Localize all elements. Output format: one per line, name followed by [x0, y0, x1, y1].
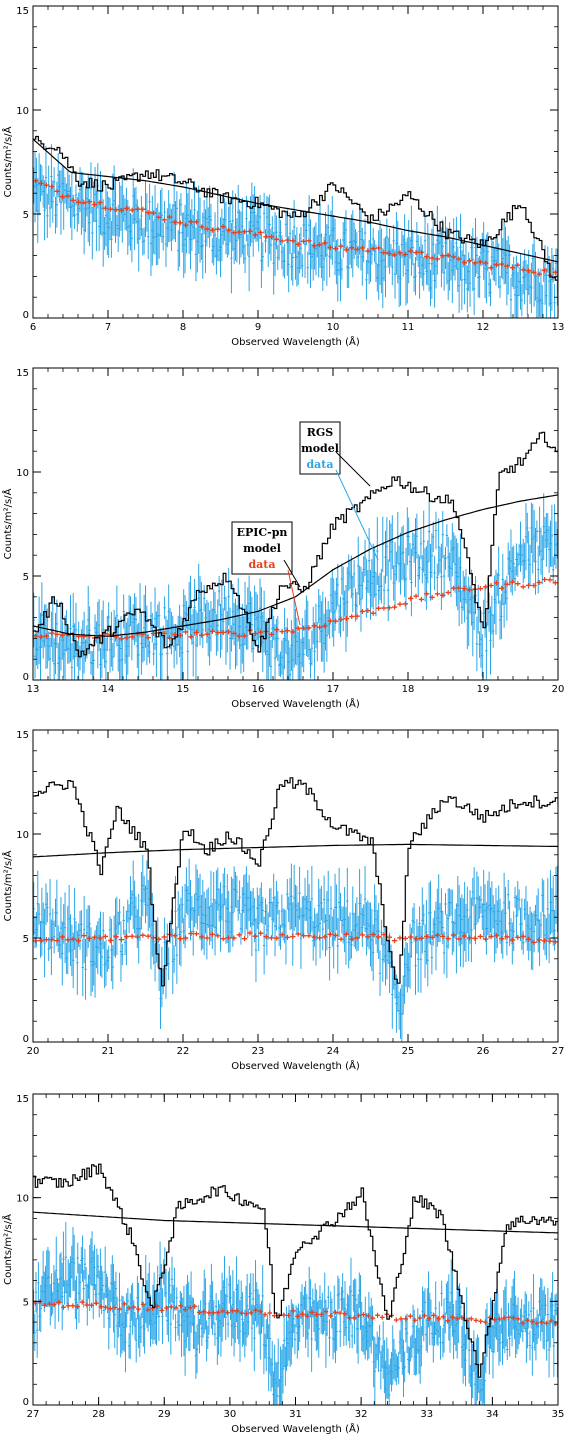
x-tick-label: 8 [180, 322, 186, 333]
x-tick-label: 26 [477, 1046, 490, 1057]
x-tick-label: 32 [355, 1409, 368, 1420]
x-tick-label: 6 [30, 322, 36, 333]
annotation-label: data [248, 558, 275, 571]
chart-panel-4: 27 28 29 30 31 32 33 34 35 0 5 10 15 Observed Wavelen… [1, 1093, 565, 1435]
series-epic-data [33, 576, 558, 642]
series-rgs-model [33, 777, 558, 987]
x-axis-title: Observed Wavelength (Å) [231, 1422, 360, 1435]
x-tick-label: 27 [27, 1409, 40, 1420]
y-axis-title: Counts/m²/s/Å [1, 1214, 14, 1285]
y-tick-label: 15 [16, 1094, 29, 1105]
x-tick-label: 34 [486, 1409, 499, 1420]
annotation-label: model [243, 542, 281, 555]
x-tick-label: 20 [27, 1046, 40, 1057]
x-tick-label: 31 [289, 1409, 302, 1420]
annotation-label: data [306, 458, 333, 471]
x-tick-label: 22 [177, 1046, 190, 1057]
series-rgs-data [33, 144, 558, 318]
y-tick-label: 10 [16, 830, 29, 841]
x-tick-label: 15 [177, 684, 190, 695]
annotation-epic-pn: EPIC-pn model data [231, 521, 301, 626]
plot-area [33, 135, 558, 318]
series-epic-model [33, 138, 558, 263]
x-tick-label: 13 [27, 684, 40, 695]
y-tick-label: 5 [23, 210, 29, 221]
annotation-label: RGS [307, 426, 334, 439]
chart-panel-2: 13 14 15 16 17 18 19 20 0 5 10 15 Observed Wavelengt… [1, 367, 565, 710]
y-tick-label: 0 [23, 310, 29, 321]
chart-panel-3: 20 21 22 23 24 25 26 27 0 5 10 15 Observed Wavelengt… [1, 729, 565, 1072]
series-epic-model [33, 843, 558, 858]
x-tick-label: 17 [327, 684, 340, 695]
series-epic-model [33, 1211, 558, 1234]
y-tick-label: 0 [23, 672, 29, 683]
x-axis-title: Observed Wavelength (Å) [231, 697, 360, 710]
series-epic-model [33, 494, 558, 637]
series-epic-data [33, 930, 558, 945]
x-tick-label: 23 [252, 1046, 265, 1057]
x-tick-label: 29 [158, 1409, 171, 1420]
plot-area [33, 1163, 558, 1405]
plot-frame [32, 367, 559, 681]
series-rgs-model [33, 431, 558, 658]
plot-area [33, 777, 558, 1042]
series-rgs-data [33, 854, 558, 1042]
y-tick-label: 15 [16, 730, 29, 741]
x-tick-label: 21 [102, 1046, 115, 1057]
x-tick-label: 33 [420, 1409, 433, 1420]
y-tick-label: 10 [16, 1194, 29, 1205]
x-tick-label: 35 [552, 1409, 565, 1420]
x-tick-label: 25 [402, 1046, 415, 1057]
x-tick-label: 18 [402, 684, 415, 695]
y-tick-label: 0 [23, 1034, 29, 1045]
series-rgs-model [33, 135, 558, 294]
y-tick-label: 10 [16, 106, 29, 117]
x-tick-label: 14 [102, 684, 115, 695]
x-tick-label: 11 [402, 322, 415, 333]
x-tick-label: 13 [552, 322, 565, 333]
y-tick-label: 15 [16, 368, 29, 379]
x-tick-label: 27 [552, 1046, 565, 1057]
x-tick-label: 10 [327, 322, 340, 333]
x-tick-label: 20 [552, 684, 565, 695]
x-tick-label: 30 [224, 1409, 237, 1420]
annotation-label: EPIC-pn [237, 526, 288, 539]
y-tick-label: 15 [16, 6, 29, 17]
x-tick-label: 12 [477, 322, 490, 333]
x-tick-label: 28 [92, 1409, 105, 1420]
series-rgs-model [33, 1163, 558, 1378]
plot-frame [32, 1093, 559, 1406]
chart-panel-1: 6 7 8 9 10 11 12 13 0 5 10 15 Observed Wavelength (Å… [1, 5, 565, 348]
y-tick-label: 5 [23, 1297, 29, 1308]
y-axis-title: Counts/m²/s/Å [1, 850, 14, 921]
y-tick-label: 10 [16, 468, 29, 479]
y-axis-title: Counts/m²/s/Å [1, 126, 14, 197]
series-rgs-data [33, 493, 558, 680]
annotation-label: model [301, 442, 339, 455]
y-tick-label: 5 [23, 934, 29, 945]
series-epic-data [33, 1299, 558, 1327]
y-tick-label: 0 [23, 1397, 29, 1408]
plot-frame [32, 5, 559, 319]
y-tick-label: 5 [23, 572, 29, 583]
plot-frame [32, 729, 559, 1043]
x-tick-label: 19 [477, 684, 490, 695]
x-axis-title: Observed Wavelength (Å) [231, 1059, 360, 1072]
x-axis-title: Observed Wavelength (Å) [231, 335, 360, 348]
x-tick-label: 16 [252, 684, 265, 695]
y-axis-title: Counts/m²/s/Å [1, 488, 14, 559]
annotation-rgs: RGS model data [299, 421, 379, 561]
x-tick-label: 9 [255, 322, 261, 333]
plot-area [33, 431, 558, 680]
x-tick-label: 7 [105, 322, 111, 333]
x-tick-label: 24 [327, 1046, 340, 1057]
